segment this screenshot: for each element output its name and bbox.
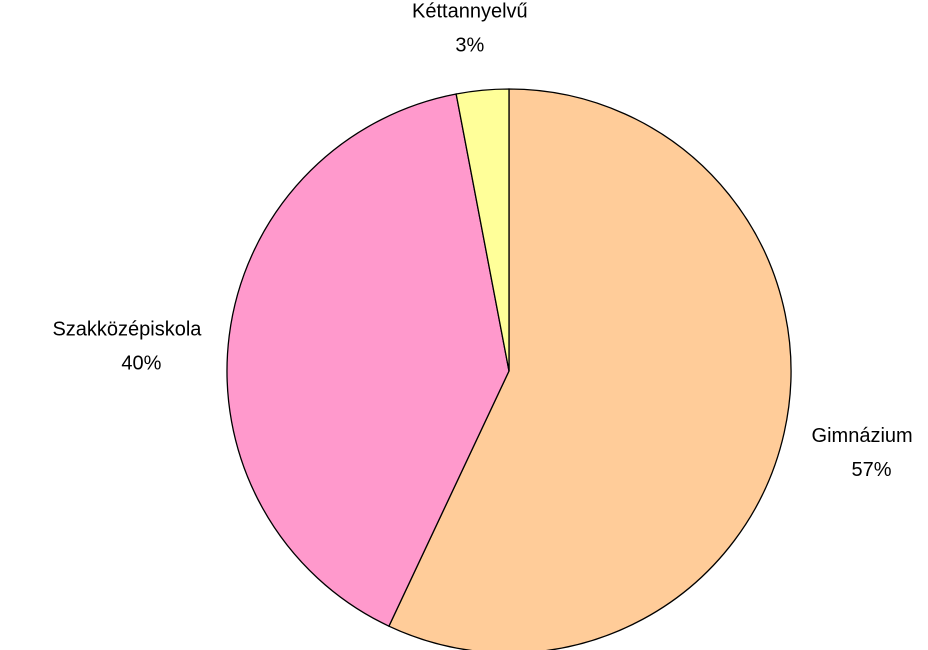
slice-value-label: 3% (455, 35, 484, 57)
slice-label: Gimnázium (812, 425, 913, 447)
slice-value-label: 57% (852, 459, 892, 481)
pie-slice (455, 88, 510, 372)
pie-slice (388, 88, 792, 650)
slice-label: Szakközépiskola (52, 318, 202, 340)
slice-label: Kéttannyelvű (412, 1, 528, 23)
slice-value-label: 40% (121, 352, 161, 374)
pie-slice (226, 93, 510, 628)
